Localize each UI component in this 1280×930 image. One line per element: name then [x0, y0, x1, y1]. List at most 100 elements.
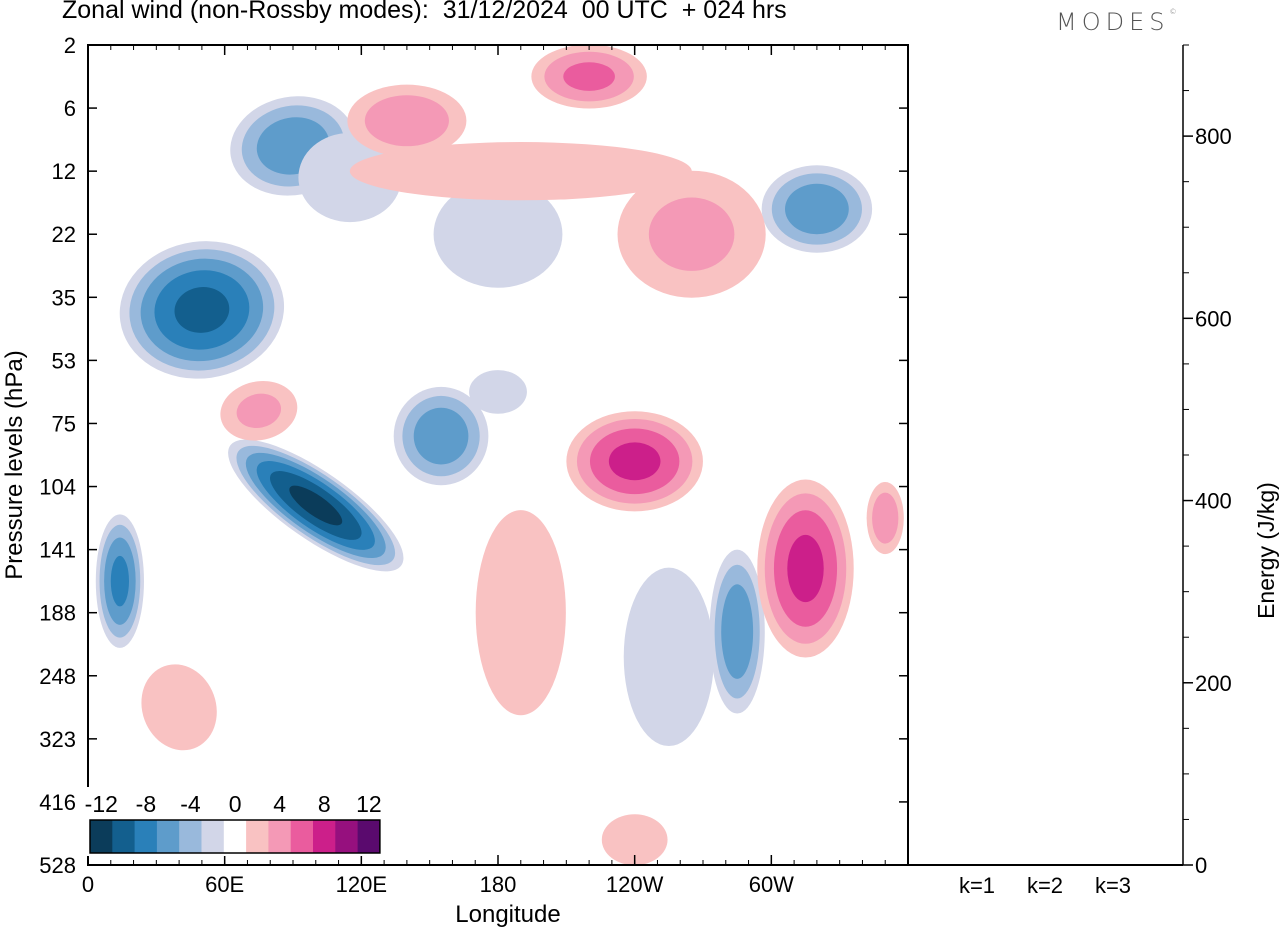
- contour-band: [364, 95, 449, 147]
- heatmap-plot-area: [95, 45, 904, 865]
- contour-band: [785, 183, 849, 235]
- colorbar-swatch: [290, 820, 314, 853]
- y-tick-label: 35: [52, 285, 76, 310]
- colorbar-label: 0: [229, 791, 242, 817]
- contour-band: [648, 197, 735, 271]
- y-tick-label: 75: [52, 411, 76, 436]
- y-tick-label: 528: [39, 853, 76, 878]
- colorbar-label: 12: [356, 791, 382, 817]
- colorbar-swatch: [156, 820, 180, 853]
- brand-logo: MODES©: [1056, 8, 1176, 36]
- wind-feature: [298, 132, 402, 223]
- energy-bar: [955, 864, 999, 866]
- contour-band: [469, 370, 527, 414]
- energy-category-label: k=3: [1095, 873, 1131, 898]
- wind-feature: [617, 170, 766, 298]
- colorbar-label: -8: [136, 791, 156, 817]
- colorbar-frame: [89, 819, 381, 854]
- contour-band: [413, 407, 469, 465]
- colorbar-swatch: [201, 820, 225, 853]
- wind-feature: [119, 241, 285, 379]
- wind-feature: [531, 45, 647, 109]
- wind-feature: [709, 549, 765, 714]
- wind-feature: [475, 510, 566, 716]
- colorbar: -12 -8 -4 0 4 8 12: [85, 787, 382, 856]
- colorbar-label: 8: [318, 791, 331, 817]
- contour-band: [608, 442, 661, 481]
- wind-feature: [433, 180, 563, 288]
- contour-band: [623, 567, 714, 747]
- y-tick-label: 2: [64, 33, 76, 58]
- y-tick-label: 141: [39, 538, 76, 563]
- energy-bar: [1023, 864, 1067, 866]
- wind-feature: [228, 439, 404, 572]
- chart-title: Zonal wind (non-Rossby modes): 31/12/202…: [62, 0, 787, 24]
- colorbar-label: -12: [85, 791, 118, 817]
- contour-band: [298, 132, 402, 223]
- energy-tick-label: 0: [1195, 853, 1207, 878]
- y-tick-label: 416: [39, 790, 76, 815]
- wind-feature: [141, 664, 217, 751]
- brand-copyright-mark: ©: [1169, 8, 1177, 16]
- energy-tick-label: 200: [1195, 671, 1232, 696]
- colorbar-swatch: [223, 820, 247, 853]
- x-tick-label: 60E: [205, 872, 244, 897]
- contour-band: [787, 534, 824, 603]
- wind-feature: [469, 370, 527, 414]
- colorbar-swatch: [90, 820, 113, 853]
- wind-feature: [393, 386, 489, 486]
- energy-tick-label: 800: [1195, 124, 1232, 149]
- energy-bar: [1091, 864, 1135, 866]
- contour-band: [721, 584, 754, 679]
- wind-feature: [95, 514, 144, 648]
- wind-feature: [623, 567, 714, 747]
- x-axis-label: Longitude: [455, 901, 560, 928]
- heatmap-axes: 0 60E 120E 180 120W 60W Longitude 2 6 12 22 35 53 75 1…: [1, 33, 909, 928]
- y-tick-label: 104: [39, 475, 76, 500]
- colorbar-swatch: [357, 820, 381, 853]
- energy-tick-label: 400: [1195, 489, 1232, 514]
- wind-feature: [601, 814, 668, 865]
- colorbar-swatch: [179, 820, 202, 853]
- colorbar-label: -4: [180, 791, 201, 817]
- energy-tick-label: 600: [1195, 306, 1232, 331]
- energy-category-label: k=1: [959, 873, 995, 898]
- colorbar-swatch: [268, 820, 292, 853]
- colorbar-label: 4: [273, 791, 286, 817]
- contour-band: [433, 180, 563, 288]
- contour-band: [236, 393, 282, 429]
- colorbar-swatch: [246, 820, 269, 853]
- contour-band: [174, 287, 230, 333]
- energy-category-label: k=2: [1027, 873, 1063, 898]
- y-tick-label: 6: [64, 96, 76, 121]
- contour-band: [141, 664, 217, 751]
- x-tick-label: 60W: [749, 872, 794, 897]
- x-tick-label: 0: [82, 872, 94, 897]
- wind-feature: [566, 411, 703, 512]
- wind-feature: [220, 381, 298, 441]
- contour-band: [110, 555, 129, 607]
- colorbar-swatch: [335, 820, 359, 853]
- y-tick-label: 248: [39, 664, 76, 689]
- wind-feature: [349, 142, 692, 201]
- x-tick-label: 180: [480, 872, 517, 897]
- contour-band: [601, 814, 668, 865]
- y-tick-label: 323: [39, 727, 76, 752]
- wind-feature: [757, 479, 854, 658]
- brand-name: MODES: [1056, 8, 1170, 36]
- y-tick-label: 53: [52, 348, 76, 373]
- y-tick-label: 188: [39, 601, 76, 626]
- colorbar-swatch: [112, 820, 136, 853]
- contour-band: [475, 510, 566, 716]
- contour-band: [349, 142, 692, 201]
- y-axis-label: Pressure levels (hPa): [1, 350, 28, 579]
- contour-band: [289, 485, 343, 526]
- energy-bar-panel: 0 200 400 600 800 Energy (J/kg) k=1 k=2 k=3: [907, 44, 1279, 898]
- colorbar-swatch: [313, 820, 336, 853]
- contour-band: [563, 62, 615, 91]
- wind-feature: [866, 482, 904, 555]
- wind-feature: [761, 165, 873, 253]
- colorbar-swatch: [134, 820, 158, 853]
- y-tick-label: 22: [52, 222, 76, 247]
